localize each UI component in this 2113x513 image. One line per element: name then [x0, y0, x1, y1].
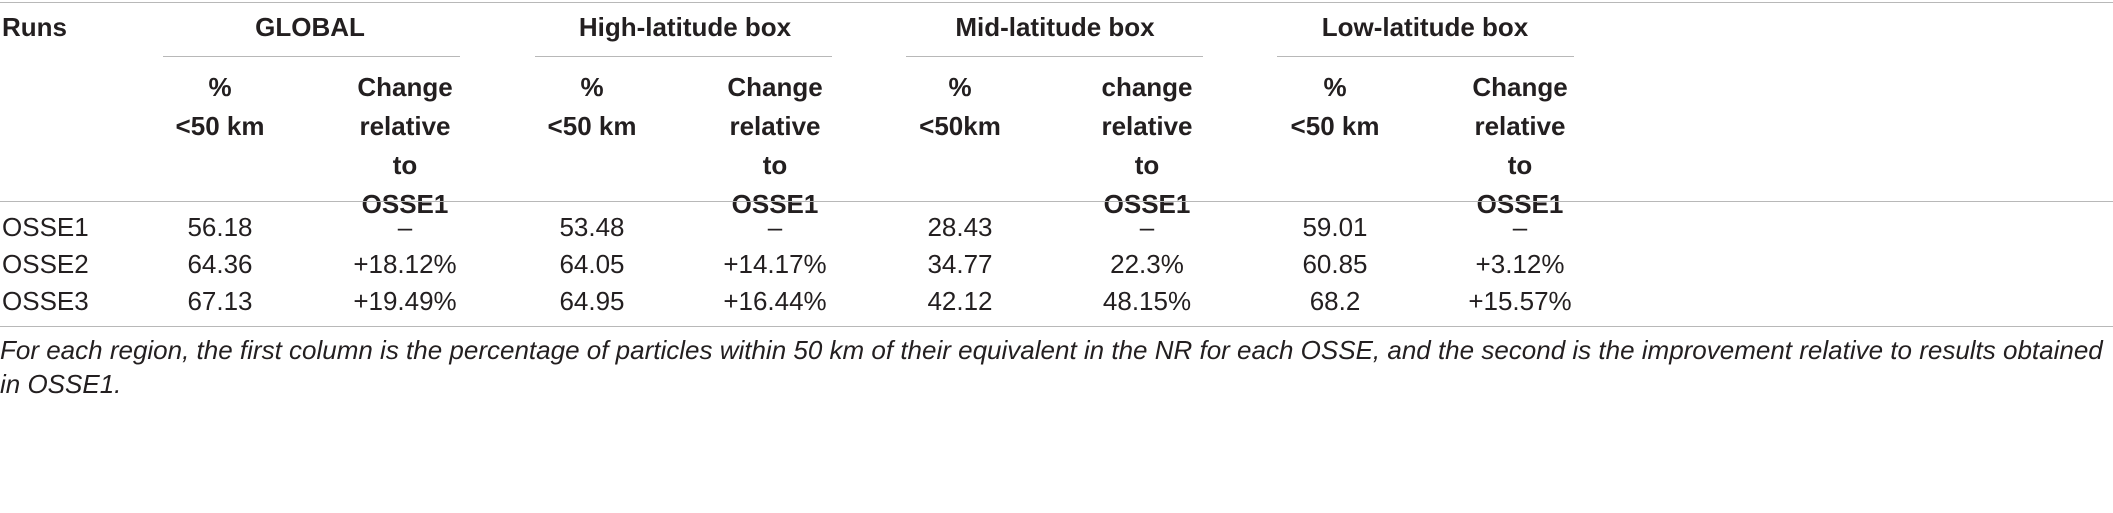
table-cell: 68.2 — [1309, 286, 1361, 316]
table-cell: +16.44% — [723, 286, 827, 316]
table-cell: 42.12 — [927, 286, 993, 316]
group-header-mid-latitude: Mid-latitude box — [955, 12, 1155, 42]
table-cell: 34.77 — [927, 249, 993, 279]
group-rule-global — [163, 56, 460, 57]
table-cell: +19.49% — [353, 286, 457, 316]
table-cell: – — [767, 212, 783, 242]
table-bottom-rule — [0, 326, 2113, 327]
table-cell: 64.95 — [559, 286, 625, 316]
header-bottom-rule — [0, 201, 2113, 202]
row-label-osse2: OSSE2 — [2, 249, 89, 279]
table-cell: – — [1139, 212, 1155, 242]
table-cell: – — [1512, 212, 1528, 242]
table-cell: 28.43 — [927, 212, 993, 242]
table-cell: 64.36 — [187, 249, 253, 279]
subheader-low-percent: % <50 km — [1290, 72, 1380, 141]
subheader-mid-change: change relative to OSSE1 — [1101, 72, 1193, 219]
group-header-high-latitude: High-latitude box — [578, 12, 792, 42]
table-cell: 60.85 — [1302, 249, 1368, 279]
row-label-osse1: OSSE1 — [2, 212, 89, 242]
subheader-high-percent: % <50 km — [547, 72, 637, 141]
table-cell: 56.18 — [187, 212, 253, 242]
table-cell: +15.57% — [1468, 286, 1572, 316]
group-rule-high-latitude — [535, 56, 832, 57]
table-cell: +3.12% — [1475, 249, 1565, 279]
table-cell: 59.01 — [1302, 212, 1368, 242]
table-top-rule — [0, 2, 2113, 3]
subheader-mid-percent: % <50km — [919, 72, 1001, 141]
table-cell: +18.12% — [353, 249, 457, 279]
group-rule-low-latitude — [1277, 56, 1574, 57]
table-cell: 64.05 — [559, 249, 625, 279]
subheader-global-change: Change relative to OSSE1 — [357, 72, 453, 219]
subheader-high-change: Change relative to OSSE1 — [727, 72, 823, 219]
group-rule-mid-latitude — [906, 56, 1203, 57]
table-cell: +14.17% — [723, 249, 827, 279]
group-header-global: GLOBAL — [255, 12, 365, 42]
table-cell: – — [397, 212, 413, 242]
table-cell: 67.13 — [187, 286, 253, 316]
table-cell: 22.3% — [1110, 249, 1184, 279]
subheader-low-change: Change relative to OSSE1 — [1472, 72, 1568, 219]
table-cell: 48.15% — [1102, 286, 1192, 316]
table-footnote: For each region, the first column is the… — [0, 335, 2103, 399]
runs-header: Runs — [2, 12, 67, 42]
table-cell: 53.48 — [559, 212, 625, 242]
subheader-global-percent: % <50 km — [175, 72, 265, 141]
row-label-osse3: OSSE3 — [2, 286, 89, 316]
group-header-low-latitude: Low-latitude box — [1321, 12, 1529, 42]
